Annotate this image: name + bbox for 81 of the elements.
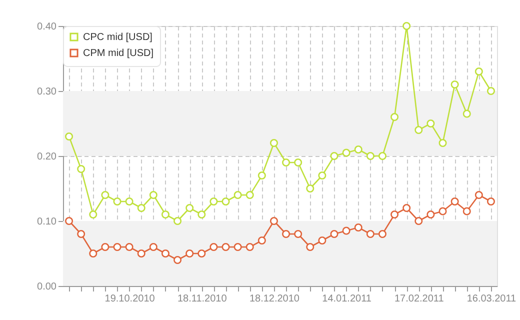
point xyxy=(450,198,459,206)
point xyxy=(318,236,326,244)
point xyxy=(258,172,266,180)
point xyxy=(234,191,242,199)
point xyxy=(234,243,242,251)
point xyxy=(186,250,194,258)
point xyxy=(246,243,254,251)
point xyxy=(222,198,230,206)
legend-label: CPM mid [USD] xyxy=(83,48,154,59)
point xyxy=(294,230,302,238)
point xyxy=(186,204,194,212)
point xyxy=(270,139,278,147)
point xyxy=(137,204,146,212)
x-tick-label: 18.12.2010 xyxy=(249,294,300,304)
point xyxy=(450,80,459,88)
y-tick-label: 0.00 xyxy=(37,282,57,292)
x-tick-label: 18.11.2010 xyxy=(177,294,228,304)
point xyxy=(426,210,435,218)
point xyxy=(462,110,471,118)
point xyxy=(414,217,423,225)
point xyxy=(486,198,495,206)
point xyxy=(161,210,170,218)
point xyxy=(426,120,435,128)
point xyxy=(438,207,447,216)
point xyxy=(282,158,290,166)
point xyxy=(246,191,254,199)
legend-label: CPC mid [USD] xyxy=(83,32,153,43)
y-tick-label: 0.40 xyxy=(37,22,57,32)
point xyxy=(366,230,374,238)
point xyxy=(438,139,447,147)
point xyxy=(474,68,483,76)
point xyxy=(174,256,182,264)
point xyxy=(125,198,134,206)
point xyxy=(414,126,423,134)
point xyxy=(161,250,170,258)
y-tick-label: 0.10 xyxy=(37,216,57,228)
point xyxy=(342,226,350,235)
point xyxy=(390,210,399,218)
point xyxy=(198,250,206,258)
point xyxy=(330,152,338,160)
point xyxy=(101,191,110,199)
point xyxy=(402,22,411,30)
point xyxy=(306,184,314,192)
y-tick-label: 0.30 xyxy=(37,86,57,98)
point xyxy=(282,230,290,238)
point xyxy=(354,146,362,154)
point xyxy=(65,217,74,225)
point xyxy=(149,191,158,199)
point xyxy=(77,230,86,238)
point xyxy=(390,113,399,121)
point xyxy=(137,250,146,258)
point xyxy=(113,243,122,251)
point xyxy=(210,198,218,206)
point xyxy=(174,217,182,225)
y-tick-label: 0.20 xyxy=(37,152,57,162)
point xyxy=(462,207,471,216)
x-tick-label: 16.03.2011 xyxy=(466,294,517,304)
point xyxy=(306,243,314,251)
x-tick-label: 17.02.2011 xyxy=(394,294,444,304)
point xyxy=(113,198,122,206)
point xyxy=(270,217,278,225)
point xyxy=(210,243,218,251)
point xyxy=(258,236,266,244)
point xyxy=(77,165,86,173)
point xyxy=(474,191,483,199)
x-tick-label: 19.10.2010 xyxy=(104,294,156,304)
point xyxy=(101,243,110,251)
x-tick-label: 14.01.2011 xyxy=(322,294,372,304)
point xyxy=(125,243,134,251)
point xyxy=(330,230,338,238)
point xyxy=(318,172,326,180)
point xyxy=(89,250,98,258)
point xyxy=(149,243,158,251)
point xyxy=(65,132,74,140)
point xyxy=(198,210,206,218)
point xyxy=(378,230,386,238)
point xyxy=(222,243,230,251)
point xyxy=(402,204,411,212)
point xyxy=(89,210,98,218)
point xyxy=(354,224,362,232)
point xyxy=(378,152,386,160)
